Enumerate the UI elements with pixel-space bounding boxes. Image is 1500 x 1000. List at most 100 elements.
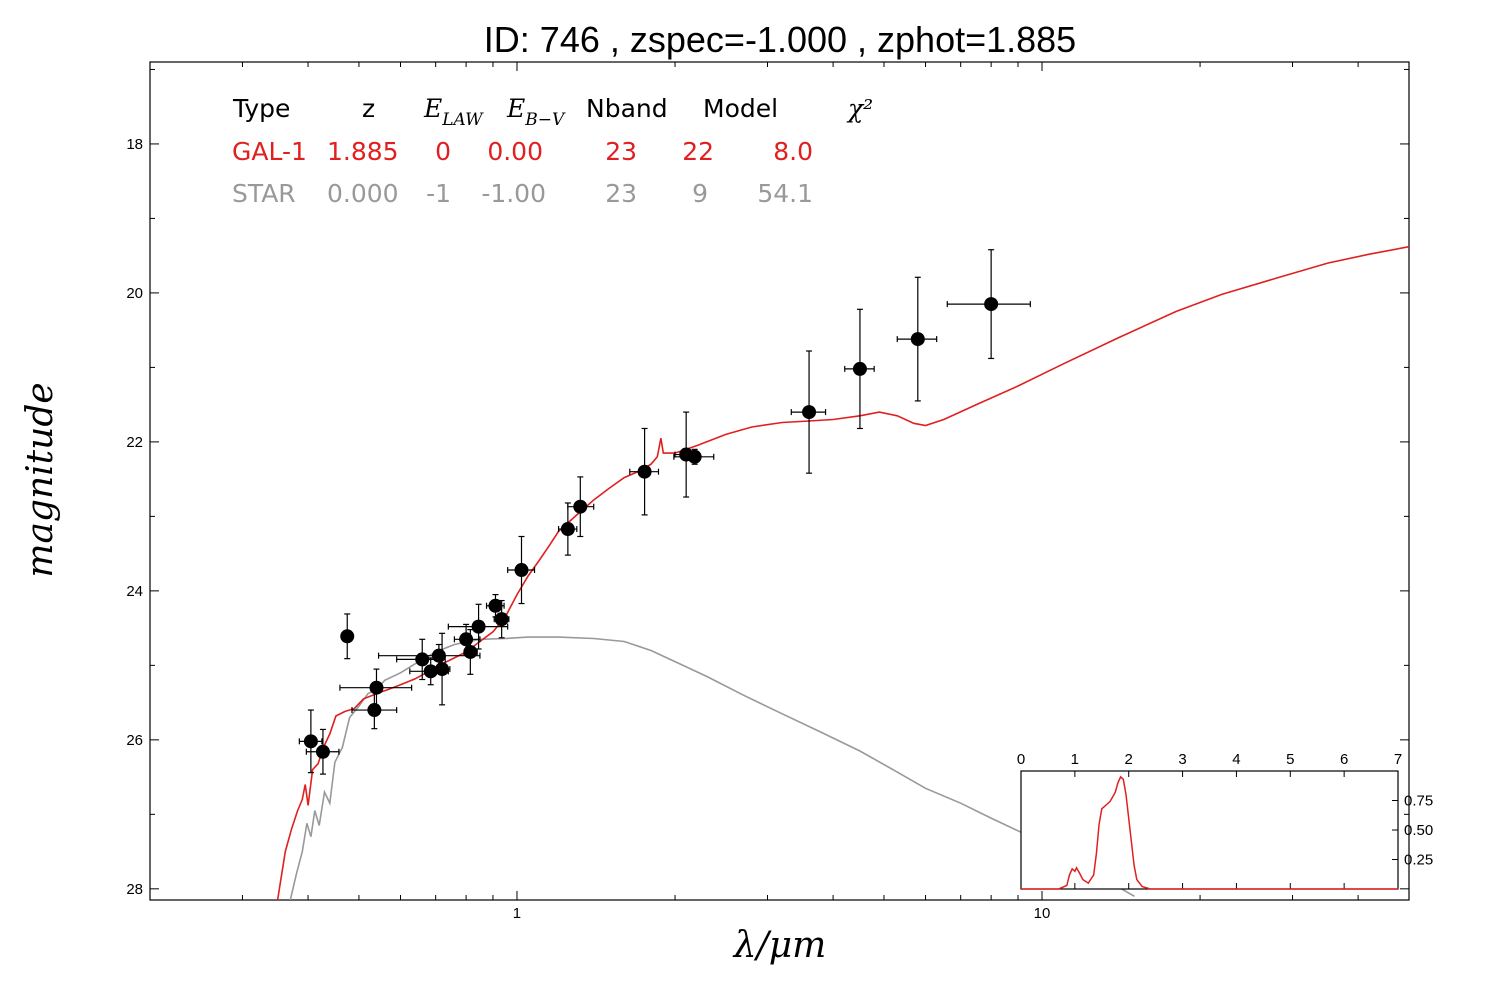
data-marker [435,662,450,677]
data-marker [560,522,575,537]
data-marker [687,449,702,464]
data-marker [315,744,330,759]
star-elaw: -1 [426,179,451,208]
y-tick-labels: 18 20 22 24 26 28 [126,136,143,898]
inset-x-tick-labels: 0 1 2 3 4 5 6 7 [1017,751,1402,768]
x-tick-labels: 1 10 [513,905,1051,922]
data-point [629,427,660,516]
data-marker [984,297,999,312]
data-marker [488,598,503,613]
data-point [339,668,413,707]
gal-model: 22 [682,137,714,166]
header-model: Model [703,94,778,123]
data-marker [471,619,486,634]
y-tick-label: 22 [126,434,143,451]
star-model-curve [289,636,1135,901]
gal-chi2: 8.0 [773,137,813,166]
gal-elaw: 0 [435,137,451,166]
y-tick-label: 20 [126,285,143,302]
gal-type: GAL-1 [232,137,307,166]
data-marker [802,405,817,420]
inset-x-tick-label: 6 [1340,751,1348,768]
data-point [673,448,715,465]
star-nband: 23 [605,179,637,208]
inset-y-tick-label: 0.50 [1404,822,1433,839]
header-z: z [362,94,375,123]
data-point [351,690,398,730]
y-tick-label: 24 [126,583,143,600]
data-point [567,476,595,538]
star-chi2: 54.1 [757,179,813,208]
inset-y-tick-label: 0.25 [1404,852,1433,869]
inset-x-tick-label: 0 [1017,751,1025,768]
data-point [447,603,509,650]
inset-y-tick-label: 0.75 [1404,793,1433,810]
fit-row-star: STAR 0.000 -1 -1.00 23 9 54.1 [232,179,813,208]
fit-table: Type z ELAW EB−V Nband Model χ² GAL-1 1.… [232,94,873,208]
y-tick-label: 28 [126,881,143,898]
x-axis-label: λ/μm [732,925,826,966]
data-marker [415,652,430,667]
data-point [557,502,578,556]
x-tick-label: 10 [1034,905,1051,922]
y-tick-label: 18 [126,136,143,153]
data-marker [514,563,529,578]
data-marker [367,703,382,718]
inset-x-tick-label: 4 [1232,751,1240,768]
data-marker [303,734,318,749]
star-type: STAR [232,179,296,208]
y-tick-label: 26 [126,732,143,749]
data-marker [431,648,446,663]
data-point [946,249,1031,360]
star-ebv: -1.00 [481,179,546,208]
data-point [298,709,323,774]
inset-y-tick-labels: 0.25 0.50 0.75 [1404,793,1433,869]
data-marker [340,629,355,644]
data-marker [494,612,509,627]
data-marker [852,361,867,376]
data-point [433,632,451,706]
header-elaw: ELAW [423,94,484,130]
plot-frame [149,61,1410,901]
header-nband: Nband [586,94,668,123]
header-chi2: χ² [846,94,873,123]
fit-row-gal: GAL-1 1.885 0 0.00 23 22 8.0 [232,137,813,166]
data-point [305,728,340,775]
data-point [453,623,481,655]
inset-x-tick-label: 3 [1178,751,1186,768]
axis-ticks [149,62,1410,900]
inset-ticks [1020,771,1399,889]
data-point [463,629,478,675]
photometry-points [298,249,1031,775]
data-point [844,308,875,430]
x-tick-label: 1 [513,905,521,922]
gal-z: 1.885 [327,137,399,166]
data-point [340,613,355,660]
data-point [790,350,827,474]
header-ebv: EB−V [506,94,566,130]
inset-frame [1020,770,1399,890]
data-marker [369,680,384,695]
gal-ebv: 0.00 [487,137,543,166]
data-point [507,535,536,605]
data-point [493,599,510,639]
inset-pdf-curve [1021,775,1398,890]
inset-x-tick-label: 2 [1125,751,1133,768]
chart-title: ID: 746 , zspec=-1.000 , zphot=1.885 [484,19,1076,60]
star-z: 0.000 [327,179,399,208]
data-point [896,276,938,402]
y-axis-label: magnitude [20,382,61,577]
data-marker [637,464,652,479]
data-marker [573,499,588,514]
inset-x-tick-label: 7 [1394,751,1402,768]
star-model: 9 [692,179,708,208]
data-marker [910,332,925,347]
header-type: Type [232,94,290,123]
inset-x-tick-label: 1 [1071,751,1079,768]
fit-table-header: Type z ELAW EB−V Nband Model χ² [232,94,873,130]
redshift-pdf-inset: 0 1 2 3 4 5 6 7 0.25 0.50 0.75 [1017,751,1433,890]
inset-x-tick-label: 5 [1286,751,1294,768]
data-marker [459,632,474,647]
